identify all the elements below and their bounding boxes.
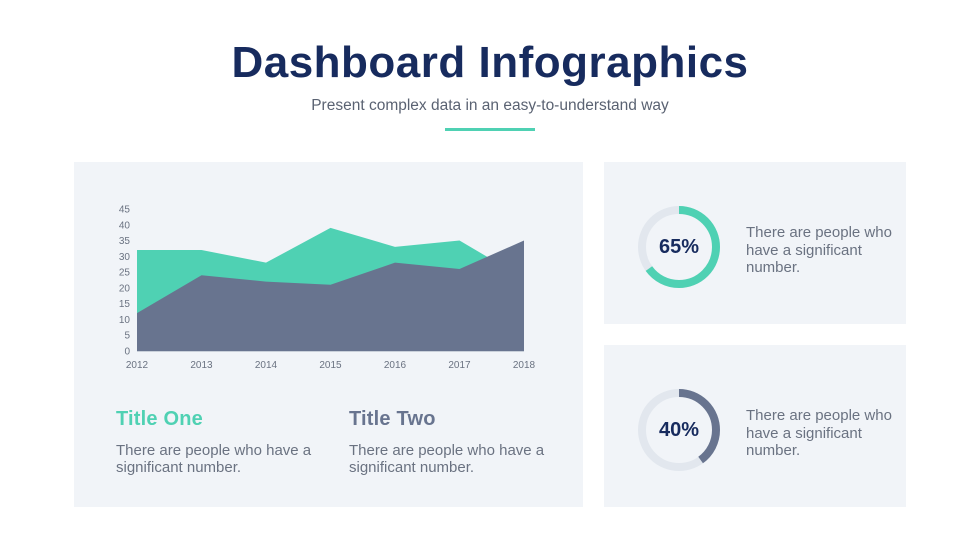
y-tick-label: 10 — [119, 315, 131, 326]
donut-chart-2: 40% — [634, 385, 724, 475]
block-title-two: Title Two — [349, 408, 436, 430]
y-tick-label: 5 — [124, 331, 130, 342]
stat-description: There are people who have a significant … — [746, 407, 892, 459]
page-subtitle: Present complex data in an easy-to-under… — [311, 97, 669, 114]
donut-percent-label: 40% — [658, 418, 700, 441]
donut-percent-label: 65% — [658, 235, 700, 258]
donut-progress-arc — [638, 389, 720, 471]
donut-progress-arc — [638, 206, 720, 288]
x-tick-label: 2013 — [190, 360, 213, 371]
area-series-2 — [137, 240, 524, 351]
title-accent-line — [445, 128, 535, 131]
y-tick-label: 40 — [119, 220, 131, 231]
donut-chart-1: 65% — [634, 202, 724, 292]
page-title: Dashboard Infographics — [231, 38, 749, 87]
stat-panel-2: 40% There are people who have a signific… — [604, 345, 906, 507]
y-tick-label: 35 — [119, 236, 131, 247]
x-tick-label: 2015 — [319, 360, 342, 371]
x-tick-label: 2018 — [513, 360, 536, 371]
x-tick-label: 2017 — [448, 360, 471, 371]
y-tick-label: 0 — [124, 347, 130, 358]
y-tick-label: 20 — [119, 283, 131, 294]
block-title-one: Title One — [116, 408, 204, 430]
y-tick-label: 45 — [119, 205, 131, 216]
y-tick-label: 25 — [119, 268, 131, 279]
block-text-two: There are people who have a significant … — [349, 442, 545, 476]
stat-description: There are people who have a significant … — [746, 224, 892, 276]
x-tick-label: 2016 — [384, 360, 407, 371]
area-chart: 0 5 10 15 20 25 30 35 40 45 2012 2013 2014 2015 2016 20… — [119, 205, 536, 372]
x-tick-label: 2012 — [126, 360, 149, 371]
stat-panel-1: 65% There are people who have a signific… — [604, 162, 906, 324]
y-tick-label: 15 — [119, 299, 131, 310]
y-tick-label: 30 — [119, 252, 131, 263]
chart-panel: 0 5 10 15 20 25 30 35 40 45 2012 2013 2014 2015 2016 20… — [74, 162, 583, 507]
x-tick-label: 2014 — [255, 360, 278, 371]
block-text-one: There are people who have a significant … — [116, 442, 312, 476]
